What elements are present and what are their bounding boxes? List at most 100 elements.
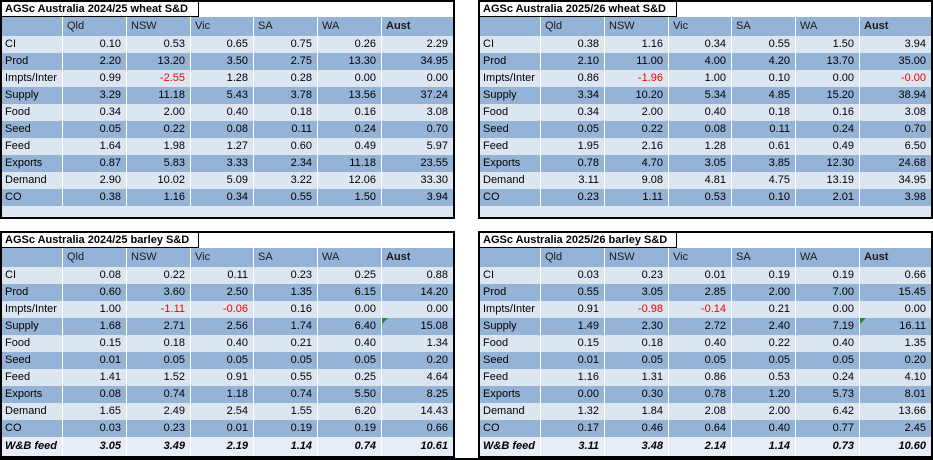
value-cell[interactable]: 11.18 (318, 155, 382, 172)
value-cell[interactable]: 0.18 (127, 335, 191, 352)
value-cell[interactable]: 2.16 (605, 138, 669, 155)
value-cell[interactable]: 0.30 (605, 386, 669, 403)
value-cell[interactable]: 37.24 (382, 87, 453, 104)
value-cell[interactable]: 0.26 (318, 36, 382, 53)
value-cell[interactable]: 5.09 (191, 172, 254, 189)
value-cell[interactable]: 0.05 (318, 352, 382, 369)
column-header-vic[interactable]: Vic (669, 17, 732, 36)
value-cell[interactable]: 0.40 (669, 104, 732, 121)
value-cell[interactable]: 0.73 (796, 437, 860, 456)
value-cell[interactable]: 0.78 (669, 386, 732, 403)
column-header-qld[interactable]: Qld (541, 248, 605, 267)
value-cell[interactable]: 1.16 (541, 369, 605, 386)
value-cell[interactable]: 0.28 (254, 70, 318, 87)
value-cell[interactable]: 0.34 (541, 104, 605, 121)
value-cell[interactable]: 4.70 (605, 155, 669, 172)
row-label-cell[interactable]: Supply (2, 318, 63, 335)
value-cell[interactable]: 0.86 (669, 369, 732, 386)
value-cell[interactable]: 3.48 (605, 437, 669, 456)
value-cell[interactable]: 1.64 (63, 138, 127, 155)
value-cell[interactable]: 0.77 (796, 420, 860, 437)
value-cell[interactable]: 1.35 (254, 284, 318, 301)
value-cell[interactable]: 13.30 (318, 53, 382, 70)
row-label-cell[interactable]: Exports (480, 155, 541, 172)
value-cell[interactable]: 0.24 (796, 121, 860, 138)
value-cell[interactable]: 13.19 (796, 172, 860, 189)
value-cell[interactable]: 0.40 (318, 335, 382, 352)
value-cell[interactable]: 0.05 (541, 121, 605, 138)
value-cell[interactable]: 2.45 (860, 420, 931, 437)
value-cell[interactable]: 0.11 (732, 121, 796, 138)
row-label-cell[interactable]: Supply (480, 318, 541, 335)
value-cell[interactable]: 0.34 (63, 104, 127, 121)
value-cell[interactable]: 3.22 (254, 172, 318, 189)
value-cell[interactable]: 5.73 (796, 386, 860, 403)
value-cell[interactable]: 3.50 (191, 53, 254, 70)
value-cell[interactable]: 2.56 (191, 318, 254, 335)
value-cell[interactable]: -1.11 (127, 301, 191, 318)
row-label-header[interactable] (480, 17, 541, 36)
value-cell[interactable]: 1.27 (191, 138, 254, 155)
value-cell[interactable]: 0.03 (63, 420, 127, 437)
value-cell[interactable]: 0.34 (191, 189, 254, 206)
row-label-cell[interactable]: Food (480, 104, 541, 121)
row-label-cell[interactable]: Prod (2, 53, 63, 70)
value-cell[interactable]: 0.78 (541, 155, 605, 172)
value-cell[interactable]: 8.25 (382, 386, 453, 403)
value-cell[interactable]: 0.08 (669, 121, 732, 138)
column-header-aust[interactable]: Aust (382, 17, 453, 36)
value-cell[interactable]: 0.61 (732, 138, 796, 155)
value-cell[interactable]: 6.50 (860, 138, 931, 155)
value-cell[interactable]: 0.46 (605, 420, 669, 437)
value-cell[interactable]: 0.55 (254, 369, 318, 386)
value-cell[interactable]: 1.00 (669, 70, 732, 87)
value-cell[interactable]: 38.94 (860, 87, 931, 104)
value-cell[interactable]: 0.70 (860, 121, 931, 138)
row-label-cell[interactable]: Impts/Inter (2, 301, 63, 318)
row-label-header[interactable] (480, 248, 541, 267)
value-cell[interactable]: 2.71 (127, 318, 191, 335)
row-label-cell[interactable]: W&B feed (480, 437, 541, 456)
row-label-cell[interactable]: CI (480, 267, 541, 284)
column-header-qld[interactable]: Qld (541, 17, 605, 36)
row-label-cell[interactable]: Demand (480, 172, 541, 189)
value-cell[interactable]: 0.00 (382, 301, 453, 318)
column-header-wa[interactable]: WA (318, 17, 382, 36)
value-cell[interactable]: 0.24 (796, 369, 860, 386)
value-cell[interactable]: 0.00 (318, 301, 382, 318)
row-label-cell[interactable]: Seed (2, 121, 63, 138)
value-cell[interactable]: 0.05 (669, 352, 732, 369)
column-header-sa[interactable]: SA (254, 248, 318, 267)
column-header-sa[interactable]: SA (732, 17, 796, 36)
value-cell[interactable]: 4.20 (732, 53, 796, 70)
value-cell[interactable]: 14.43 (382, 403, 453, 420)
value-cell[interactable]: 5.50 (318, 386, 382, 403)
value-cell[interactable]: 6.15 (318, 284, 382, 301)
value-cell[interactable]: 0.74 (254, 386, 318, 403)
row-label-cell[interactable]: Feed (480, 369, 541, 386)
value-cell[interactable]: 0.53 (732, 369, 796, 386)
value-cell[interactable]: 2.50 (191, 284, 254, 301)
value-cell[interactable]: 0.70 (382, 121, 453, 138)
value-cell[interactable]: 0.16 (318, 104, 382, 121)
value-cell[interactable]: 15.20 (796, 87, 860, 104)
value-cell[interactable]: 0.01 (63, 352, 127, 369)
value-cell[interactable]: 5.83 (127, 155, 191, 172)
row-label-cell[interactable]: Demand (2, 172, 63, 189)
value-cell[interactable]: 3.33 (191, 155, 254, 172)
value-cell[interactable]: 0.25 (318, 267, 382, 284)
row-label-cell[interactable]: Supply (480, 87, 541, 104)
value-cell[interactable]: 3.05 (63, 437, 127, 456)
value-cell[interactable]: 0.49 (796, 138, 860, 155)
value-cell[interactable]: 1.20 (732, 386, 796, 403)
value-cell[interactable]: 0.00 (382, 70, 453, 87)
value-cell[interactable]: 3.60 (127, 284, 191, 301)
value-cell[interactable]: 0.99 (63, 70, 127, 87)
row-label-header[interactable] (2, 248, 63, 267)
row-label-cell[interactable]: Food (480, 335, 541, 352)
row-label-cell[interactable]: W&B feed (2, 437, 63, 456)
value-cell[interactable]: 1.98 (127, 138, 191, 155)
value-cell[interactable]: 4.75 (732, 172, 796, 189)
value-cell[interactable]: 3.29 (63, 87, 127, 104)
table-title-cell[interactable]: AGSc Australia 2025/26 barley S&D (480, 233, 677, 248)
